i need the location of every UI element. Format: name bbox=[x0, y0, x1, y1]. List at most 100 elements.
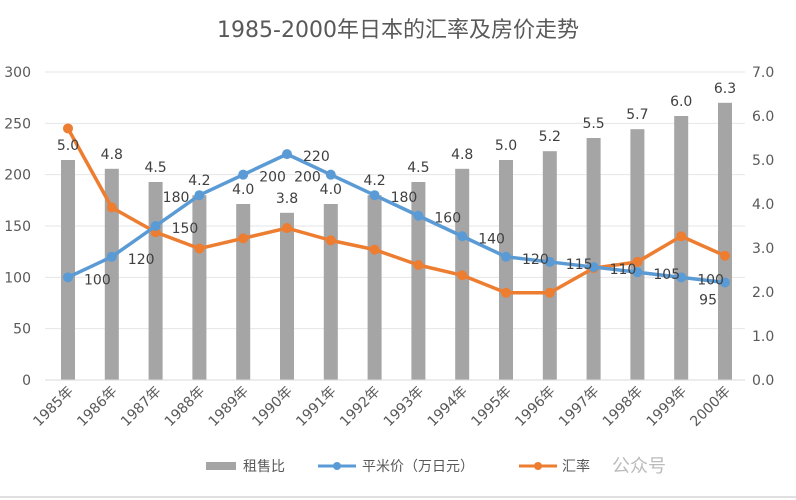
series-line bbox=[66, 127, 726, 295]
right-tick-label: 3.0 bbox=[752, 241, 774, 257]
line-point bbox=[106, 251, 117, 262]
bar bbox=[280, 212, 294, 380]
series-line bbox=[67, 152, 726, 285]
bar-data-label: 4.2 bbox=[363, 173, 385, 189]
legend-marker bbox=[333, 462, 341, 470]
bar bbox=[104, 168, 119, 380]
x-tick-label: 1995年 bbox=[468, 384, 514, 430]
x-tick-label: 1985年 bbox=[30, 384, 76, 430]
line-point bbox=[632, 256, 643, 267]
legend-marker bbox=[534, 462, 542, 470]
line-point bbox=[238, 233, 249, 244]
x-tick-label: 1990年 bbox=[249, 384, 295, 430]
line-data-label: 95 bbox=[699, 292, 717, 308]
line-point bbox=[282, 223, 292, 234]
left-tick-label: 150 bbox=[4, 219, 31, 235]
bar-data-label: 4.8 bbox=[451, 147, 473, 163]
line-data-label: 100 bbox=[697, 272, 724, 288]
x-tick-label: 1989年 bbox=[206, 384, 252, 430]
right-tick-label: 4.0 bbox=[752, 197, 774, 213]
line-point bbox=[238, 169, 249, 180]
x-tick-label: 1987年 bbox=[118, 384, 164, 430]
line-point bbox=[501, 251, 511, 262]
bar-data-label: 4.0 bbox=[320, 182, 342, 198]
bar-data-label: 6.0 bbox=[670, 94, 692, 110]
x-tick-label: 1988年 bbox=[162, 384, 208, 430]
bar-data-label: 4.8 bbox=[101, 147, 123, 163]
line-data-label: 180 bbox=[163, 190, 190, 206]
data-labels: 5.0 4.8 4.5 4.2 4.0 3.8 4.0 4.2 4.5 4.8 5.0 5.2 5.5 5… bbox=[57, 81, 736, 309]
x-tick-label: 1991年 bbox=[293, 384, 339, 430]
x-tick-label: 1992年 bbox=[337, 384, 383, 430]
right-tick-label: 6.0 bbox=[752, 109, 774, 125]
bar bbox=[586, 138, 601, 380]
bar-data-label: 5.2 bbox=[539, 129, 561, 145]
left-tick-label: 250 bbox=[4, 116, 31, 132]
x-tick-label: 1998年 bbox=[600, 384, 646, 430]
line-data-label: 200 bbox=[259, 170, 286, 186]
right-tick-label: 2.0 bbox=[752, 285, 774, 301]
line-data-label: 120 bbox=[128, 252, 155, 268]
x-tick-label: 1999年 bbox=[644, 384, 690, 430]
bar-data-label: 5.0 bbox=[495, 138, 517, 154]
line-data-label: 150 bbox=[172, 221, 199, 237]
bar-data-label: 4.0 bbox=[232, 182, 254, 198]
line-point bbox=[150, 221, 161, 231]
line-point bbox=[325, 169, 336, 180]
line-series bbox=[63, 123, 730, 298]
line-data-label: 100 bbox=[84, 272, 111, 288]
line-point bbox=[632, 267, 643, 278]
line-data-label: 160 bbox=[434, 211, 461, 227]
x-tick-label: 1994年 bbox=[425, 384, 471, 430]
line-data-label: 115 bbox=[566, 257, 593, 273]
line-point bbox=[720, 250, 730, 261]
right-tick-label: 1.0 bbox=[752, 329, 774, 345]
right-tick-label: 5.0 bbox=[752, 153, 774, 169]
line-point bbox=[544, 287, 555, 298]
line-point bbox=[106, 202, 117, 213]
line-point bbox=[325, 235, 336, 246]
line-point bbox=[369, 244, 380, 255]
line-point bbox=[63, 123, 73, 134]
line-point bbox=[194, 190, 205, 201]
left-tick-label: 0 bbox=[22, 373, 31, 389]
bar bbox=[674, 116, 689, 380]
line-point bbox=[457, 231, 468, 242]
legend-swatch-bar bbox=[206, 462, 236, 470]
bar-data-label: 3.8 bbox=[276, 191, 298, 207]
line-data-label: 120 bbox=[522, 252, 549, 268]
line-point bbox=[63, 272, 73, 283]
bar-data-label: 4.5 bbox=[407, 160, 429, 176]
bar bbox=[148, 182, 163, 380]
x-tick-label: 2000年 bbox=[687, 384, 733, 430]
line-point bbox=[413, 210, 424, 221]
bar bbox=[61, 160, 75, 380]
line-data-label: 140 bbox=[478, 231, 505, 247]
line-point bbox=[676, 231, 687, 242]
bar-series bbox=[61, 102, 732, 381]
line-point bbox=[282, 149, 292, 160]
line-point bbox=[457, 270, 468, 281]
legend-label: 平米价（万日元） bbox=[362, 459, 474, 475]
line-data-label: 200 bbox=[294, 170, 321, 186]
bar bbox=[367, 195, 382, 380]
bar bbox=[323, 204, 338, 380]
line-point bbox=[501, 287, 511, 298]
legend-label: 汇率 bbox=[562, 458, 590, 475]
line-point bbox=[544, 256, 555, 267]
bar-data-label: 5.7 bbox=[626, 107, 648, 123]
x-tick-label: 1996年 bbox=[512, 384, 558, 430]
bar bbox=[718, 102, 732, 381]
bar-data-label: 4.2 bbox=[188, 173, 210, 189]
bar-data-label: 5.5 bbox=[582, 116, 604, 132]
bar bbox=[630, 129, 645, 380]
line-point bbox=[413, 260, 424, 271]
line-data-label: 110 bbox=[610, 262, 637, 278]
line-point bbox=[720, 277, 730, 288]
line-point bbox=[676, 272, 687, 283]
x-tick-label: 1986年 bbox=[74, 384, 120, 430]
watermark: 公众号 bbox=[612, 456, 666, 477]
bar-data-label: 6.3 bbox=[714, 81, 736, 97]
bar bbox=[499, 160, 513, 380]
